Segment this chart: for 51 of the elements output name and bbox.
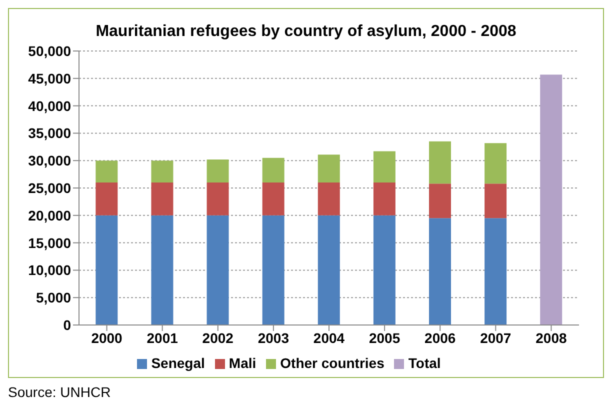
bar (429, 218, 451, 325)
bar (318, 182, 340, 216)
bar (206, 182, 229, 216)
x-tick-label: 2001 (146, 330, 178, 346)
y-tick-label: 50,000 (28, 42, 72, 59)
x-tick-label: 2002 (202, 330, 234, 346)
bar (540, 74, 562, 325)
y-tick-label: 40,000 (28, 98, 72, 114)
x-tick-label: 2006 (424, 330, 456, 346)
bar (151, 182, 174, 216)
y-tick-label: 45,000 (28, 70, 72, 86)
bar (429, 141, 451, 184)
x-tick-label: 2003 (258, 330, 290, 346)
y-tick-label: 10,000 (28, 262, 72, 278)
chart-title: Mauritanian refugees by country of asylum, 2000 - 2008 (94, 23, 518, 41)
y-tick-label: 30,000 (28, 152, 72, 169)
y-tick-label: 35,000 (28, 125, 72, 142)
x-tick-label: 2007 (480, 330, 512, 346)
bar (318, 154, 340, 183)
y-tick-label: 25,000 (28, 180, 72, 196)
bar (151, 160, 174, 183)
bar (484, 218, 507, 325)
y-tick-label: 5,000 (36, 290, 72, 306)
bar (262, 158, 284, 183)
x-tick-label: 2008 (536, 330, 568, 346)
y-tick-label: 15,000 (28, 234, 72, 251)
y-tick-label: 0 (63, 316, 72, 333)
bar (96, 215, 118, 325)
bar (96, 160, 118, 183)
legend-label: Other countries (280, 355, 384, 371)
bar (318, 215, 340, 325)
x-tick-label: 2004 (313, 330, 345, 346)
bar (373, 215, 396, 325)
source-note: Source: UNHCR (8, 384, 112, 400)
bar (206, 160, 229, 183)
bar (151, 215, 174, 325)
bar (262, 182, 284, 216)
bar (373, 182, 396, 216)
bar (262, 215, 284, 325)
y-tick-label: 20,000 (28, 207, 72, 224)
bar (484, 143, 507, 184)
bar (206, 215, 229, 325)
x-tick-label: 2000 (91, 330, 123, 346)
legend-label: Mali (228, 355, 256, 371)
bar (484, 184, 507, 218)
bar (429, 184, 451, 218)
legend-label: Total (408, 355, 441, 371)
bar (96, 182, 118, 216)
x-tick-label: 2005 (368, 330, 400, 346)
bar (373, 151, 396, 183)
legend-label: Senegal (151, 355, 205, 371)
